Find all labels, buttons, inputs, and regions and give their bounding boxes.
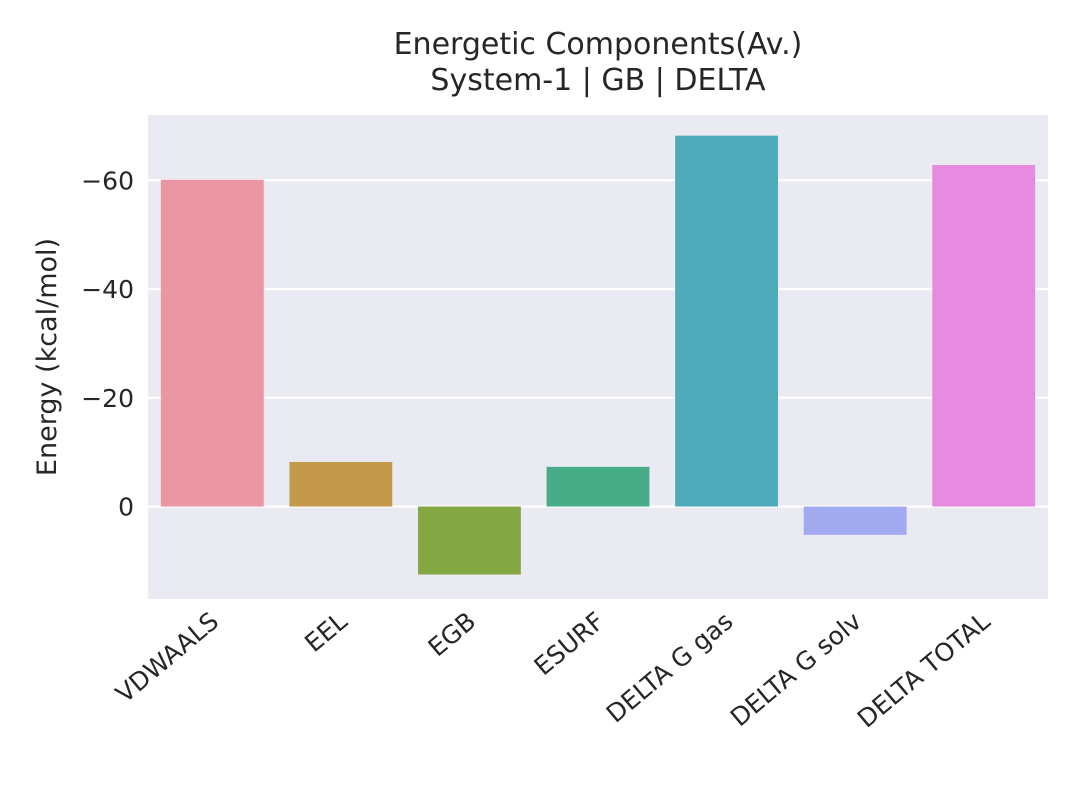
chart-title-line: Energetic Components(Av.) <box>393 27 803 62</box>
bar-delta-g-solv <box>803 506 907 535</box>
x-tick-label: VDWAALS <box>110 606 224 708</box>
y-tick-label: 0 <box>118 493 134 522</box>
chart-title: Energetic Components(Av.) System-1 | GB … <box>148 27 1048 99</box>
y-tick-label: −20 <box>81 384 134 413</box>
y-axis-ticks: −60 −40 −20 0 <box>81 166 134 521</box>
plot-area <box>148 115 1048 599</box>
y-tick-label: −40 <box>81 275 134 304</box>
bar-delta-g-gas <box>675 135 778 507</box>
bar-esurf <box>546 466 650 507</box>
x-tick-label: EGB <box>423 606 482 662</box>
bar-egb <box>418 506 521 575</box>
bar-vdwaals <box>160 179 264 507</box>
x-tick-label: ESURF <box>529 606 610 681</box>
bars <box>160 135 1036 575</box>
bar-eel <box>289 461 393 507</box>
x-tick-label: DELTA G solv <box>725 606 867 732</box>
y-axis-label: Energy (kcal/mol) <box>32 238 63 476</box>
chart-subtitle-line: System-1 | GB | DELTA <box>430 63 766 98</box>
x-tick-label: EEL <box>299 606 353 658</box>
bar-delta-total <box>932 165 1036 507</box>
y-tick-label: −60 <box>81 166 134 195</box>
x-tick-label: DELTA TOTAL <box>852 606 996 733</box>
x-tick-label: DELTA G gas <box>601 606 739 728</box>
